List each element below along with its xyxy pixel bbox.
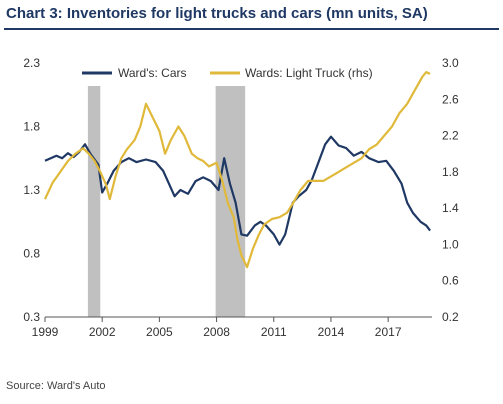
legend-label-1: Ward's: Cars (118, 66, 187, 80)
x-tick-label: 1999 (32, 325, 59, 339)
source-note: Source: Ward's Auto (6, 380, 106, 392)
y-right-tick-label: 0.6 (442, 274, 459, 288)
y-right-tick-label: 0.2 (442, 310, 459, 324)
y-left-tick-label: 1.8 (23, 120, 40, 134)
x-tick-label: 2002 (89, 325, 116, 339)
x-tick-label: 2011 (261, 325, 287, 339)
y-right-tick-label: 1.4 (442, 201, 459, 215)
y-left-tick-label: 0.8 (23, 247, 40, 261)
y-left-tick-label: 1.3 (23, 183, 40, 197)
y-left-tick-label: 0.3 (23, 310, 40, 324)
x-tick-label: 2014 (318, 325, 345, 339)
y-right-tick-label: 1.8 (442, 165, 459, 179)
x-tick-label: 2017 (375, 325, 402, 339)
series-line-2 (44, 70, 431, 269)
y-right-tick-label: 2.2 (442, 129, 459, 143)
y-right-tick-label: 1.0 (442, 237, 459, 251)
title-rule (4, 28, 499, 30)
recession-band-2 (215, 86, 246, 317)
legend-label-2: Wards: Light Truck (rhs) (245, 66, 373, 80)
y-left-tick-label: 2.3 (23, 56, 40, 70)
y-right-tick-label: 2.6 (442, 92, 459, 106)
x-tick-label: 2005 (146, 325, 173, 339)
chart-title: Chart 3: Inventories for light trucks an… (6, 5, 428, 22)
recession-band-1 (87, 86, 101, 317)
y-right-tick-label: 3.0 (442, 56, 459, 70)
x-tick-label: 2008 (203, 325, 230, 339)
